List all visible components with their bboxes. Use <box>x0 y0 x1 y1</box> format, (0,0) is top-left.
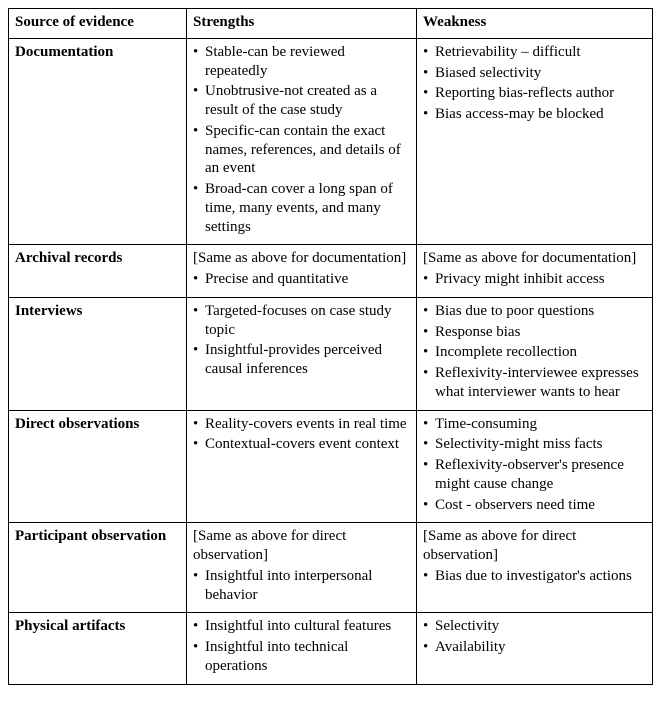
list-item: Bias due to poor questions <box>423 302 646 321</box>
list-item: Insightful into technical operations <box>193 638 410 676</box>
weakness-list: Bias due to poor questions Response biasI… <box>423 302 646 402</box>
list-item: Availability <box>423 638 646 657</box>
list-item: Reflexivity-observer's presence might ca… <box>423 456 646 494</box>
weakness-cell: Retrievability – difficult Biased selecti… <box>417 38 653 245</box>
list-item: Biased selectivity <box>423 64 646 83</box>
list-item: Broad-can cover a long span of time, man… <box>193 180 410 236</box>
list-item: Reality-covers events in real time <box>193 415 410 434</box>
list-item: Selectivity <box>423 617 646 636</box>
weakness-cell: [Same as above for direct observation] Bi… <box>417 523 653 613</box>
strengths-cell: Targeted-focuses on case study topicInsi… <box>187 297 417 410</box>
source-label: Direct observations <box>15 415 180 434</box>
weakness-note: [Same as above for direct observation] <box>423 527 646 565</box>
strengths-cell: [Same as above for direct observation]In… <box>187 523 417 613</box>
weakness-note: [Same as above for documentation] <box>423 249 646 268</box>
weakness-cell: [Same as above for documentation] Privacy… <box>417 245 653 298</box>
source-label: Physical artifacts <box>15 617 180 636</box>
strengths-cell: Insightful into cultural features Insight… <box>187 613 417 684</box>
weakness-list: Retrievability – difficult Biased selecti… <box>423 43 646 124</box>
strengths-list: Precise and quantitative <box>193 270 410 289</box>
strengths-list: Insightful into cultural features Insight… <box>193 617 410 675</box>
strengths-cell: Stable-can be reviewed repeatedlyUnobtru… <box>187 38 417 245</box>
table-row: Physical artifacts Insightful into cultur… <box>9 613 653 684</box>
source-label: Participant observation <box>15 527 180 546</box>
list-item: Bias access-may be blocked <box>423 105 646 124</box>
list-item: Privacy might inhibit access <box>423 270 646 289</box>
table-header-row: Source of evidence Strengths Weakness <box>9 9 653 39</box>
source-label: Archival records <box>15 249 180 268</box>
table-row: Participant observation [Same as above fo… <box>9 523 653 613</box>
source-label: Interviews <box>15 302 180 321</box>
list-item: Precise and quantitative <box>193 270 410 289</box>
weakness-list: Bias due to investigator's actions <box>423 567 646 586</box>
table-row: Direct observations Reality-covers events… <box>9 410 653 523</box>
col-header-source: Source of evidence <box>9 9 187 39</box>
strengths-note: [Same as above for direct observation] <box>193 527 410 565</box>
list-item: Specific-can contain the exact names, re… <box>193 122 410 178</box>
weakness-cell: Bias due to poor questions Response biasI… <box>417 297 653 410</box>
list-item: Insightful-provides perceived causal inf… <box>193 341 410 379</box>
evidence-table: Source of evidence Strengths Weakness Do… <box>8 8 653 685</box>
list-item: Time-consuming <box>423 415 646 434</box>
table-row: Interviews Targeted-focuses on case study… <box>9 297 653 410</box>
source-label: Documentation <box>15 43 180 62</box>
list-item: Contextual-covers event context <box>193 435 410 454</box>
list-item: Incomplete recollection <box>423 343 646 362</box>
weakness-list: Selectivity Availability <box>423 617 646 657</box>
weakness-cell: Time-consumingSelectivity-might miss fac… <box>417 410 653 523</box>
weakness-cell: Selectivity Availability <box>417 613 653 684</box>
list-item: Insightful into interpersonal behavior <box>193 567 410 605</box>
source-cell: Interviews <box>9 297 187 410</box>
weakness-list: Time-consumingSelectivity-might miss fac… <box>423 415 646 515</box>
col-header-weakness: Weakness <box>417 9 653 39</box>
strengths-note: [Same as above for documentation] <box>193 249 410 268</box>
list-item: Retrievability – difficult <box>423 43 646 62</box>
list-item: Targeted-focuses on case study topic <box>193 302 410 340</box>
strengths-list: Insightful into interpersonal behavior <box>193 567 410 605</box>
list-item: Unobtrusive-not created as a result of t… <box>193 82 410 120</box>
strengths-list: Stable-can be reviewed repeatedlyUnobtru… <box>193 43 410 237</box>
source-cell: Physical artifacts <box>9 613 187 684</box>
source-cell: Direct observations <box>9 410 187 523</box>
list-item: Insightful into cultural features <box>193 617 410 636</box>
list-item: Cost - observers need time <box>423 496 646 515</box>
source-cell: Participant observation <box>9 523 187 613</box>
list-item: Stable-can be reviewed repeatedly <box>193 43 410 81</box>
strengths-cell: Reality-covers events in real timeContex… <box>187 410 417 523</box>
list-item: Reflexivity-interviewee expresses what i… <box>423 364 646 402</box>
strengths-cell: [Same as above for documentation] Precise… <box>187 245 417 298</box>
col-header-strengths: Strengths <box>187 9 417 39</box>
table-row: Archival records [Same as above for docum… <box>9 245 653 298</box>
list-item: Selectivity-might miss facts <box>423 435 646 454</box>
list-item: Response bias <box>423 323 646 342</box>
list-item: Bias due to investigator's actions <box>423 567 646 586</box>
strengths-list: Reality-covers events in real timeContex… <box>193 415 410 455</box>
table-row: Documentation Stable-can be reviewed repe… <box>9 38 653 245</box>
source-cell: Documentation <box>9 38 187 245</box>
list-item: Reporting bias-reflects author <box>423 84 646 103</box>
strengths-list: Targeted-focuses on case study topicInsi… <box>193 302 410 379</box>
weakness-list: Privacy might inhibit access <box>423 270 646 289</box>
source-cell: Archival records <box>9 245 187 298</box>
